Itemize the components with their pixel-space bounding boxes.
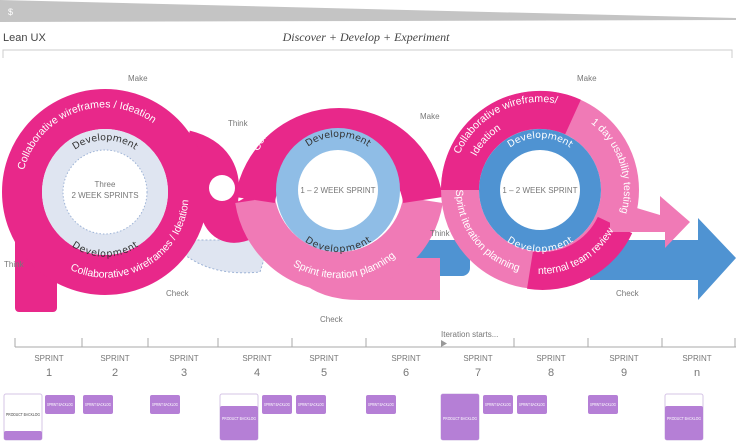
sprint-1: SPRINT 1 xyxy=(34,354,63,379)
sprint-backlog-label: SPRINT BACKLOG xyxy=(519,402,545,407)
product-backlog: PRODUCT BACKLOG xyxy=(664,393,704,441)
sprint-backlog-label: SPRINT BACKLOG xyxy=(368,402,394,407)
loop1-outer-ring xyxy=(2,89,208,295)
sprint-backlog-label: SPRINT BACKLOG xyxy=(47,402,73,407)
sprint-number: 8 xyxy=(548,367,554,379)
sprint-backlog-label: SPRINT BACKLOG xyxy=(85,402,111,407)
sprint-number: 6 xyxy=(403,367,409,379)
sprint-backlog-label: SPRINT BACKLOG xyxy=(264,402,290,407)
frame-bracket xyxy=(2,49,733,58)
loop3-outer-top xyxy=(440,90,581,191)
sprint-7: SPRINT 7 xyxy=(463,354,492,379)
sprint-backlog: SPRINT BACKLOG xyxy=(262,395,292,414)
loop3-center xyxy=(500,150,580,230)
loop1-center-line2: 2 WEEK SPRINTS xyxy=(71,191,138,200)
sprint-4: SPRINT 4 xyxy=(242,354,271,379)
loop3-center-text: 1 – 2 WEEK SPRINT xyxy=(502,186,577,195)
label-check-1: Check xyxy=(166,289,190,298)
sprint-9: SPRINT 9 xyxy=(609,354,638,379)
label-make-2: Make xyxy=(420,112,440,121)
sprint-number: 7 xyxy=(475,367,481,379)
sprint-backlog: SPRINT BACKLOG xyxy=(366,395,396,414)
cycle-labels: Make Think Make Make Think Check Check T… xyxy=(4,74,640,324)
iteration-start-marker xyxy=(441,340,447,347)
sprint-label: SPRINT xyxy=(609,354,638,363)
sprint-backlog: SPRINT BACKLOG xyxy=(296,395,326,414)
loop2-center-text: 1 – 2 WEEK SPRINT xyxy=(300,186,375,195)
sprint-label: SPRINT xyxy=(242,354,271,363)
currency-symbol: $ xyxy=(8,7,13,17)
sprint-label: SPRINT xyxy=(536,354,565,363)
sprint-number: 5 xyxy=(321,367,327,379)
sprint-backlog: SPRINT BACKLOG xyxy=(45,395,75,414)
sprint-label: SPRINT xyxy=(391,354,420,363)
sprint-2: SPRINT 2 xyxy=(100,354,129,379)
loop1-center-line1: Three xyxy=(95,180,116,189)
sprint-label: SPRINT xyxy=(100,354,129,363)
loop1-center xyxy=(62,149,148,235)
product-backlog: PRODUCT BACKLOG xyxy=(219,393,259,441)
label-make-1: Make xyxy=(128,74,148,83)
loop2-outer-top xyxy=(235,108,443,204)
sprint-backlog: SPRINT BACKLOG xyxy=(517,395,547,414)
product-backlog-label: PRODUCT BACKLOG xyxy=(6,412,40,417)
loop3-outer-bottom xyxy=(527,216,633,290)
sprint-backlog: SPRINT BACKLOG xyxy=(483,395,513,414)
backlogs: SPRINT BACKLOG SPRINT BACKLOG SPRINT BACKL… xyxy=(3,393,704,441)
loop2-center xyxy=(298,150,378,230)
cost-bar xyxy=(0,0,736,22)
product-backlog-label: PRODUCT BACKLOG xyxy=(443,416,477,421)
sprint-label: SPRINT xyxy=(309,354,338,363)
sprint-number: 9 xyxy=(621,367,627,379)
label-check-3: Check xyxy=(616,289,640,298)
sprint-number: 2 xyxy=(112,367,118,379)
lean-ux-label: Lean UX xyxy=(3,32,46,44)
sprint-backlog: SPRINT BACKLOG xyxy=(83,395,113,414)
sprint-number: 4 xyxy=(254,367,260,379)
sprint-backlog-label: SPRINT BACKLOG xyxy=(590,402,616,407)
sprint-label: SPRINT xyxy=(463,354,492,363)
sprint-backlog-label: SPRINT BACKLOG xyxy=(485,402,511,407)
label-make-3: Make xyxy=(577,74,597,83)
sprint-n: SPRINT n xyxy=(682,354,711,379)
label-check-2: Check xyxy=(320,315,344,324)
sprint-5: SPRINT 5 xyxy=(309,354,338,379)
sprint-number: 1 xyxy=(46,367,52,379)
sprint-label: SPRINT xyxy=(169,354,198,363)
sprint-6: SPRINT 6 xyxy=(391,354,420,379)
sprint-number: 3 xyxy=(181,367,187,379)
sprint-3: SPRINT 3 xyxy=(169,354,198,379)
product-backlog-label: PRODUCT BACKLOG xyxy=(667,416,701,421)
sprint-timeline: Iteration starts... SPRINT1SPRINT2SPRINT… xyxy=(14,330,736,379)
product-backlog: PRODUCT BACKLOG xyxy=(3,393,43,441)
page-title: Discover + Develop + Experiment xyxy=(282,30,450,44)
sprint-backlog: SPRINT BACKLOG xyxy=(150,395,180,414)
sprint-label: SPRINT xyxy=(682,354,711,363)
loop2-outer-bottom xyxy=(235,196,443,292)
iteration-starts-label: Iteration starts... xyxy=(441,330,498,339)
label-think-3: Think xyxy=(430,229,451,238)
sprint-backlog: SPRINT BACKLOG xyxy=(588,395,618,414)
blue-arrow xyxy=(590,218,736,300)
sprint-backlog-label: SPRINT BACKLOG xyxy=(298,402,324,407)
pink-arrow xyxy=(610,196,690,248)
sprint-8: SPRINT 8 xyxy=(536,354,565,379)
sprint-number: n xyxy=(694,367,700,379)
sprint-backlog-label: SPRINT BACKLOG xyxy=(152,402,178,407)
label-think-1: Think xyxy=(228,119,249,128)
sprint-label: SPRINT xyxy=(34,354,63,363)
product-backlog: PRODUCT BACKLOG xyxy=(440,393,480,441)
label-think-2: Think xyxy=(4,260,25,269)
product-backlog-label: PRODUCT BACKLOG xyxy=(222,416,256,421)
